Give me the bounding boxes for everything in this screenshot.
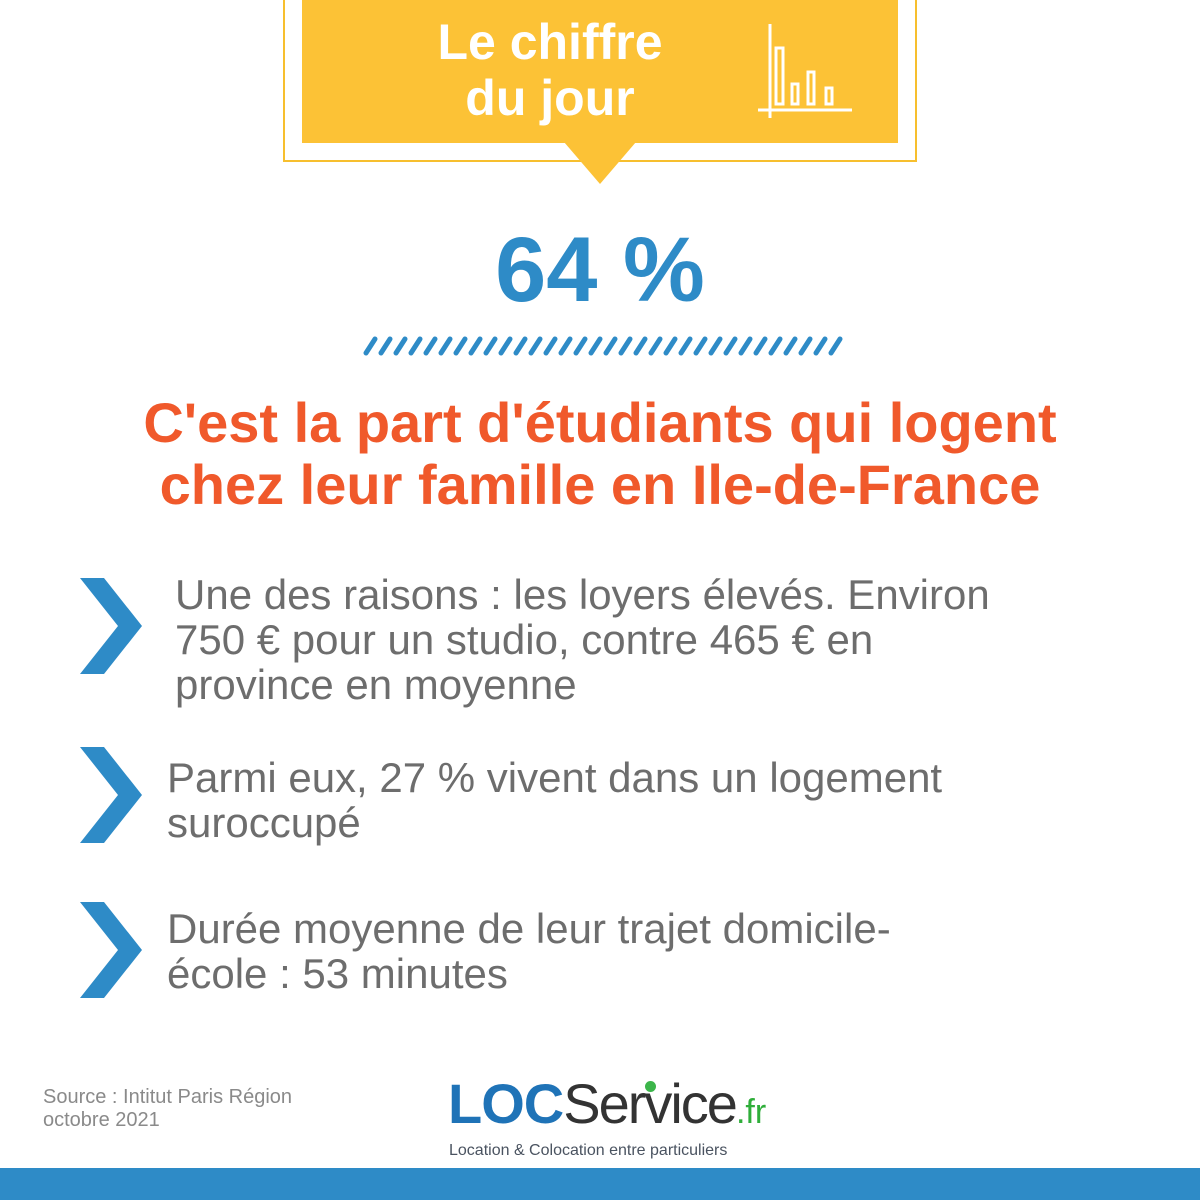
chevron-right-icon bbox=[80, 747, 142, 843]
hatch-stroke bbox=[738, 336, 753, 356]
bullet-1-line-1: Une des raisons : les loyers élevés. Env… bbox=[175, 571, 990, 618]
hatch-stroke bbox=[723, 336, 738, 356]
hatch-stroke bbox=[768, 336, 783, 356]
hatch-stroke bbox=[378, 336, 393, 356]
hatched-divider bbox=[363, 336, 843, 356]
hatch-stroke bbox=[363, 336, 378, 356]
hatch-stroke bbox=[393, 336, 408, 356]
bullet-3-line-2: école : 53 minutes bbox=[167, 950, 508, 997]
headline-line1: C'est la part d'étudiants qui logent bbox=[143, 391, 1057, 454]
chevron-right-icon bbox=[80, 902, 142, 998]
hatch-stroke bbox=[663, 336, 678, 356]
bullet-text-1: Une des raisons : les loyers élevés. Env… bbox=[175, 572, 1095, 707]
banner-title: Le chiffre du jour bbox=[302, 14, 898, 134]
hatch-stroke bbox=[408, 336, 423, 356]
chevron-right-icon bbox=[80, 578, 142, 674]
hatch-stroke bbox=[783, 336, 798, 356]
banner-title-line1: Le chiffre bbox=[437, 14, 663, 70]
bullet-text-3: Durée moyenne de leur trajet domicile- é… bbox=[167, 906, 1087, 996]
hatch-stroke bbox=[693, 336, 708, 356]
bullet-text-2: Parmi eux, 27 % vivent dans un logement … bbox=[167, 755, 1087, 845]
hatch-stroke bbox=[498, 336, 513, 356]
hatch-stroke bbox=[708, 336, 723, 356]
hatch-stroke bbox=[648, 336, 663, 356]
hatch-stroke bbox=[468, 336, 483, 356]
bar-chart-icon bbox=[758, 24, 852, 118]
locservice-logo[interactable]: LOCService.fr bbox=[448, 1074, 766, 1134]
hatch-stroke bbox=[798, 336, 813, 356]
bullet-3-line-1: Durée moyenne de leur trajet domicile- bbox=[167, 905, 891, 952]
hatch-stroke bbox=[678, 336, 693, 356]
bullet-1-line-2: 750 € pour un studio, contre 465 € en bbox=[175, 616, 874, 663]
logo-tagline: Location & Colocation entre particuliers bbox=[449, 1142, 728, 1159]
hatch-stroke bbox=[828, 336, 843, 356]
bottom-bar bbox=[0, 1168, 1200, 1200]
headline: C'est la part d'étudiants qui logent che… bbox=[40, 392, 1160, 516]
source-line2: octobre 2021 bbox=[43, 1109, 160, 1131]
logo-loc: LOC bbox=[448, 1072, 564, 1135]
title-banner bbox=[302, 0, 898, 143]
hatch-stroke bbox=[588, 336, 603, 356]
source-note: Source : Intitut Paris Région octobre 20… bbox=[43, 1086, 292, 1132]
hatch-stroke bbox=[438, 336, 453, 356]
bullet-1-line-3: province en moyenne bbox=[175, 661, 577, 708]
hatch-stroke bbox=[618, 336, 633, 356]
hatch-stroke bbox=[603, 336, 618, 356]
bullet-2-line-1: Parmi eux, 27 % vivent dans un logement bbox=[167, 754, 943, 801]
logo-dot bbox=[645, 1081, 656, 1092]
hatch-stroke bbox=[813, 336, 828, 356]
hatch-stroke bbox=[483, 336, 498, 356]
key-figure: 64 % bbox=[495, 219, 705, 321]
headline-line2: chez leur famille en Ile-de-France bbox=[159, 453, 1041, 516]
hatch-stroke bbox=[753, 336, 768, 356]
hatch-stroke bbox=[423, 336, 438, 356]
hatch-stroke bbox=[633, 336, 648, 356]
bullet-2-line-2: suroccupé bbox=[167, 799, 361, 846]
hatch-stroke bbox=[513, 336, 528, 356]
banner-pointer bbox=[564, 142, 636, 184]
hatch-stroke bbox=[573, 336, 588, 356]
hatch-stroke bbox=[543, 336, 558, 356]
logo-fr: .fr bbox=[735, 1093, 767, 1131]
banner-title-line2: du jour bbox=[465, 70, 635, 126]
hatch-stroke bbox=[453, 336, 468, 356]
hatch-stroke bbox=[558, 336, 573, 356]
source-line1: Source : Intitut Paris Région bbox=[43, 1086, 293, 1108]
hatch-stroke bbox=[528, 336, 543, 356]
